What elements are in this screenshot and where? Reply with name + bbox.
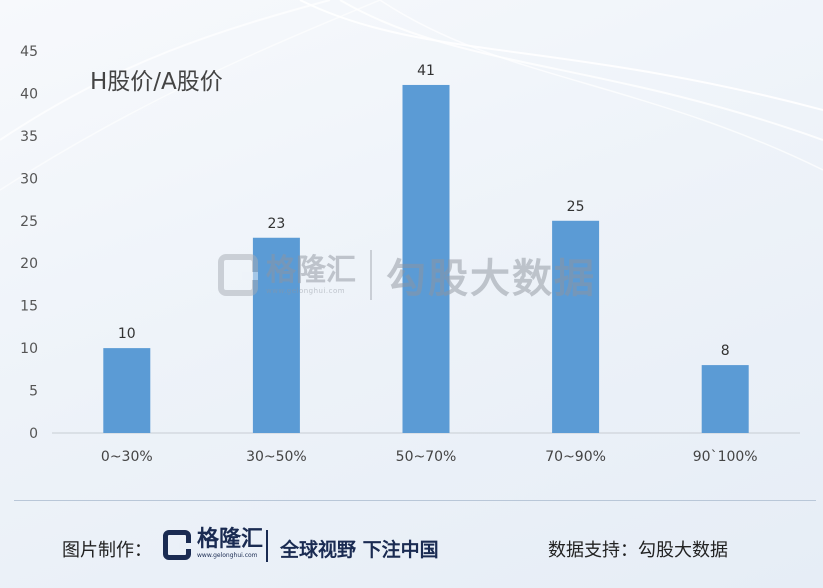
footer-source: 数据支持：勾股大数据 <box>548 540 728 561</box>
watermark-text: 勾股大数据 <box>386 256 596 302</box>
data-label: 25 <box>567 199 585 215</box>
data-label: 10 <box>118 326 136 342</box>
data-labels: 10 23 41 25 8 <box>118 63 730 359</box>
footer-divider-line <box>14 500 816 501</box>
y-tick-label: 10 <box>20 341 38 357</box>
y-tick-label: 30 <box>20 171 38 187</box>
bar <box>252 237 300 433</box>
bars <box>103 84 749 433</box>
category-label: 90`100% <box>693 449 758 465</box>
bar <box>701 365 749 433</box>
y-tick-label: 20 <box>20 256 38 272</box>
data-label: 23 <box>267 216 285 232</box>
y-tick-label: 35 <box>20 129 38 145</box>
watermark-url: www.gelonghui.com <box>266 287 346 295</box>
footer-logo-icon <box>163 530 191 560</box>
data-label: 8 <box>721 343 730 359</box>
watermark-divider <box>370 250 372 300</box>
bar <box>552 220 600 433</box>
y-tick-label: 15 <box>20 299 38 315</box>
category-label: 70~90% <box>545 449 606 465</box>
category-label: 50~70% <box>396 449 457 465</box>
footer-brand-divider <box>266 530 268 562</box>
y-tick-label: 0 <box>29 426 38 442</box>
y-tick-label: 45 <box>20 44 38 60</box>
footer: 图片制作： 格隆汇 www.gelonghui.com 全球视野 下注中国 数据… <box>0 520 823 570</box>
footer-brand-url: www.gelonghui.com <box>197 552 258 559</box>
brand-logo-icon <box>218 254 258 296</box>
y-tick-label: 40 <box>20 86 38 102</box>
footer-label: 图片制作： <box>62 540 152 561</box>
data-label: 41 <box>417 63 435 79</box>
category-labels: 0~30% 30~50% 50~70% 70~90% 90`100% <box>101 449 758 465</box>
footer-brand: 格隆汇 <box>197 527 264 552</box>
watermark: 格隆汇 www.gelonghui.com 勾股大数据 <box>218 246 596 304</box>
y-tick-label: 25 <box>20 214 38 230</box>
bar-chart: 0 5 10 15 20 25 30 35 40 45 10 23 41 25 8 0~30% 30~50%… <box>20 44 800 465</box>
footer-slogan: 全球视野 下注中国 <box>280 539 439 561</box>
y-tick-label: 5 <box>29 384 38 400</box>
chart-title: H股价/A股价 <box>90 69 223 95</box>
category-label: 30~50% <box>246 449 307 465</box>
y-axis-ticks: 0 5 10 15 20 25 30 35 40 45 <box>20 44 38 442</box>
bar <box>103 348 151 433</box>
category-label: 0~30% <box>101 449 153 465</box>
bar <box>402 84 450 433</box>
watermark-brand: 格隆汇 <box>266 253 356 288</box>
